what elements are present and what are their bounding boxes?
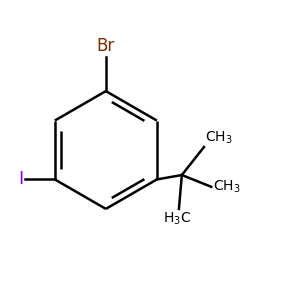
Text: I: I: [19, 170, 24, 188]
Text: H$_3$C: H$_3$C: [164, 210, 191, 227]
Text: CH$_3$: CH$_3$: [213, 178, 240, 195]
Text: Br: Br: [97, 37, 115, 55]
Text: CH$_3$: CH$_3$: [206, 129, 233, 146]
